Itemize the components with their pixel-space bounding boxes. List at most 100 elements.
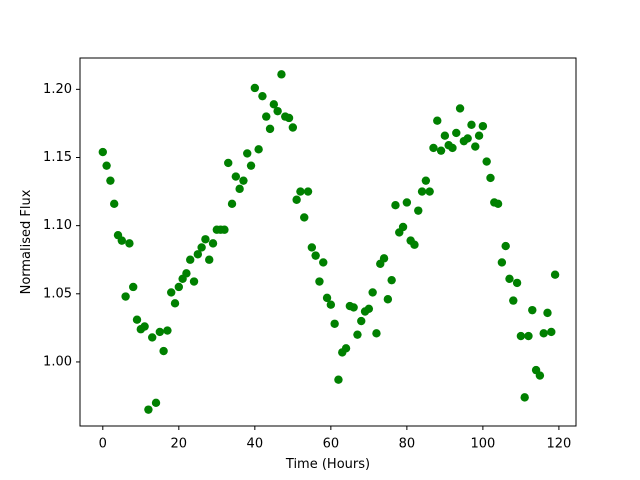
data-point bbox=[205, 255, 214, 264]
data-point bbox=[467, 120, 476, 129]
y-tick-label: 1.20 bbox=[43, 82, 72, 97]
data-point bbox=[208, 239, 218, 248]
data-point bbox=[201, 235, 210, 244]
data-point bbox=[341, 344, 351, 353]
data-point bbox=[543, 308, 552, 318]
data-point bbox=[349, 303, 358, 312]
data-point bbox=[436, 146, 446, 155]
data-point bbox=[482, 157, 491, 166]
data-point bbox=[455, 104, 465, 113]
data-point bbox=[121, 292, 130, 301]
y-tick-label: 1.10 bbox=[43, 218, 72, 233]
data-point bbox=[425, 187, 434, 196]
data-point bbox=[334, 375, 343, 384]
data-point bbox=[410, 240, 419, 249]
data-point bbox=[471, 142, 480, 151]
data-point bbox=[174, 282, 184, 292]
data-point bbox=[227, 199, 237, 209]
data-point bbox=[265, 124, 275, 134]
data-point bbox=[493, 199, 503, 209]
data-point bbox=[292, 195, 301, 204]
data-point bbox=[516, 331, 526, 341]
data-point bbox=[433, 116, 442, 125]
data-point bbox=[125, 239, 134, 248]
data-point bbox=[417, 187, 427, 196]
y-axis-label: Normalised Flux bbox=[19, 189, 34, 294]
data-point bbox=[224, 158, 233, 168]
data-point bbox=[288, 123, 298, 132]
data-point bbox=[231, 172, 241, 181]
data-point bbox=[372, 329, 381, 338]
data-point bbox=[277, 70, 286, 79]
data-point bbox=[463, 134, 472, 143]
data-point bbox=[296, 187, 305, 196]
y-tick-label: 1.05 bbox=[43, 286, 72, 301]
data-point bbox=[102, 161, 111, 170]
data-point bbox=[364, 304, 374, 313]
data-point bbox=[550, 270, 560, 279]
data-point bbox=[535, 371, 545, 380]
data-point bbox=[235, 184, 244, 194]
data-point bbox=[414, 206, 423, 215]
data-point bbox=[322, 293, 332, 303]
data-point bbox=[326, 300, 336, 309]
x-tick-label: 120 bbox=[546, 437, 571, 452]
data-point bbox=[148, 333, 157, 342]
y-tick-label: 1.00 bbox=[43, 354, 72, 369]
data-point bbox=[163, 326, 172, 335]
x-tick-label: 40 bbox=[247, 437, 264, 452]
x-tick-label: 20 bbox=[171, 437, 188, 452]
y-tick-label: 1.15 bbox=[43, 150, 72, 165]
plot-frame bbox=[79, 57, 577, 427]
data-point bbox=[509, 296, 518, 305]
data-point bbox=[110, 199, 119, 209]
data-point bbox=[353, 330, 362, 339]
data-point bbox=[330, 319, 339, 328]
data-point bbox=[547, 327, 556, 337]
data-point bbox=[106, 176, 115, 185]
data-point bbox=[448, 143, 457, 153]
data-point bbox=[512, 278, 522, 288]
data-point bbox=[474, 131, 484, 140]
data-point bbox=[368, 288, 377, 297]
data-point bbox=[273, 106, 282, 116]
data-point bbox=[307, 243, 317, 252]
data-point bbox=[315, 277, 324, 286]
data-point bbox=[144, 405, 153, 414]
data-point bbox=[167, 288, 176, 297]
data-point bbox=[98, 147, 108, 157]
data-point bbox=[383, 295, 393, 304]
data-point bbox=[387, 275, 396, 285]
data-point bbox=[151, 398, 161, 408]
data-point bbox=[250, 83, 260, 93]
data-point bbox=[220, 225, 229, 234]
data-point bbox=[539, 329, 548, 338]
data-point bbox=[429, 143, 438, 153]
data-point bbox=[117, 236, 127, 245]
data-point bbox=[129, 282, 138, 292]
data-point bbox=[284, 113, 294, 123]
data-point bbox=[254, 145, 263, 154]
data-point bbox=[182, 269, 191, 278]
data-point bbox=[170, 299, 180, 308]
data-point bbox=[497, 258, 507, 267]
x-tick-label: 0 bbox=[99, 437, 107, 452]
data-point bbox=[303, 187, 313, 196]
data-point bbox=[311, 251, 320, 260]
data-point bbox=[501, 241, 510, 251]
data-point bbox=[155, 327, 165, 337]
data-point bbox=[379, 254, 389, 263]
data-point bbox=[319, 258, 328, 267]
data-point bbox=[505, 274, 514, 283]
x-tick-label: 80 bbox=[399, 437, 416, 452]
x-axis-label: Time (Hours) bbox=[285, 457, 370, 472]
data-point bbox=[197, 243, 206, 252]
data-point bbox=[524, 331, 533, 341]
data-point bbox=[243, 149, 252, 158]
data-point bbox=[300, 213, 309, 222]
x-tick-label: 60 bbox=[323, 437, 340, 452]
data-point bbox=[486, 173, 495, 183]
data-point bbox=[398, 222, 408, 232]
data-point bbox=[246, 161, 256, 170]
